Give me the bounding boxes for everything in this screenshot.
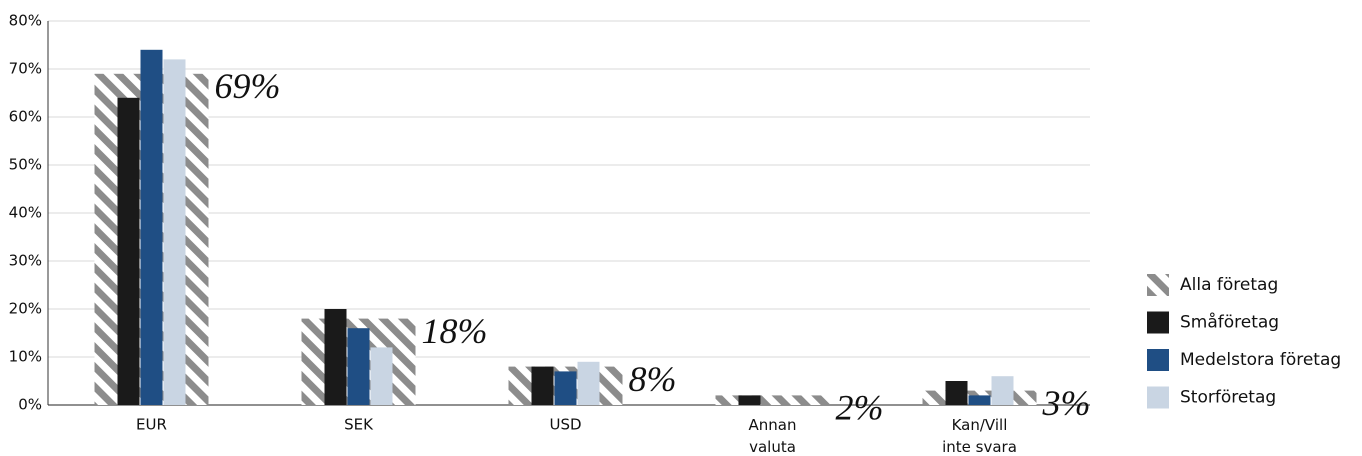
bar bbox=[577, 361, 600, 405]
legend-label: Storföretag bbox=[1180, 388, 1276, 408]
value-label: 69% bbox=[215, 66, 281, 106]
y-tick-label: 40% bbox=[9, 204, 42, 222]
bar bbox=[117, 97, 140, 406]
y-tick-label: 20% bbox=[9, 300, 42, 318]
bar bbox=[531, 366, 554, 405]
bar bbox=[738, 395, 761, 405]
legend-label: Alla företag bbox=[1180, 275, 1278, 295]
y-tick-label: 70% bbox=[9, 60, 42, 78]
bar bbox=[140, 49, 163, 406]
y-tick-label: 0% bbox=[18, 396, 42, 414]
bar bbox=[163, 59, 186, 406]
legend-label: Medelstora företag bbox=[1180, 350, 1341, 370]
bar bbox=[370, 347, 393, 405]
legend-swatch bbox=[1147, 274, 1169, 296]
x-tick-label: USD bbox=[549, 416, 581, 434]
legend-swatch bbox=[1147, 349, 1169, 371]
y-tick-label: 30% bbox=[9, 252, 42, 270]
value-label: 18% bbox=[422, 311, 488, 351]
bar bbox=[968, 395, 991, 405]
value-label: 2% bbox=[836, 388, 884, 428]
legend-swatch bbox=[1147, 386, 1169, 409]
legend-label: Småföretag bbox=[1180, 312, 1279, 333]
value-label: 3% bbox=[1042, 383, 1091, 423]
bar bbox=[347, 328, 370, 405]
bar bbox=[554, 371, 577, 405]
bar bbox=[945, 381, 968, 405]
value-label: 8% bbox=[629, 359, 677, 399]
y-tick-label: 50% bbox=[9, 156, 42, 174]
x-tick-label: EUR bbox=[136, 416, 167, 434]
bar bbox=[991, 376, 1014, 405]
y-tick-label: 80% bbox=[9, 12, 42, 30]
legend-swatch bbox=[1147, 311, 1169, 334]
bar bbox=[324, 309, 347, 405]
y-tick-label: 60% bbox=[9, 108, 42, 126]
x-tick-label: Kan/Vill inte svara bbox=[942, 416, 1017, 456]
bar bbox=[715, 395, 830, 405]
y-tick-label: 10% bbox=[9, 348, 42, 366]
x-tick-label: Annan valuta bbox=[749, 416, 797, 456]
x-tick-label: SEK bbox=[344, 416, 374, 434]
